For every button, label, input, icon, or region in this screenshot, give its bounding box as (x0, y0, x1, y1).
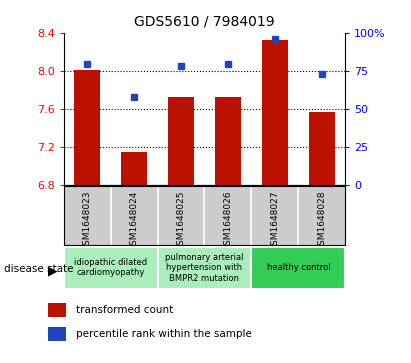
Bar (74, 70, 100, 185)
Bar (121, 152, 147, 185)
Text: percentile rank within the sample: percentile rank within the sample (76, 329, 252, 339)
Bar (215, 97, 241, 185)
Text: pulmonary arterial
hypertension with
BMPR2 mutation: pulmonary arterial hypertension with BMP… (165, 253, 244, 283)
Bar (252, 247, 345, 289)
Bar (262, 40, 288, 185)
Text: ▶: ▶ (48, 265, 58, 278)
Bar (157, 247, 252, 289)
Text: idiopathic dilated
cardiomyopathy: idiopathic dilated cardiomyopathy (74, 258, 147, 277)
Title: GDS5610 / 7984019: GDS5610 / 7984019 (134, 15, 275, 29)
Text: GSM1648027: GSM1648027 (270, 191, 279, 252)
Text: transformed count: transformed count (76, 305, 173, 315)
Text: GSM1648025: GSM1648025 (176, 191, 185, 252)
Text: GSM1648028: GSM1648028 (317, 191, 326, 252)
Text: GSM1648026: GSM1648026 (224, 191, 233, 252)
Bar (48, 303, 66, 317)
Bar (64, 247, 157, 289)
Text: disease state: disease state (4, 264, 74, 274)
Text: healthy control: healthy control (266, 263, 330, 272)
Text: GSM1648023: GSM1648023 (83, 191, 92, 252)
Bar (309, 112, 335, 185)
Bar (48, 327, 66, 340)
Text: GSM1648024: GSM1648024 (129, 191, 139, 251)
Bar (168, 97, 194, 185)
